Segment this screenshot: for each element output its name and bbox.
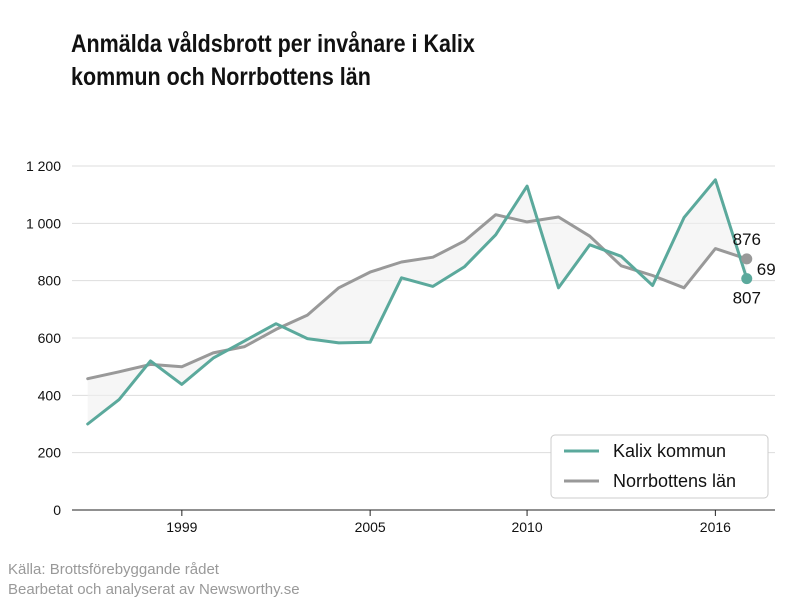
chart-title: Anmälda våldsbrott per invånare i Kalix … xyxy=(71,30,475,91)
y-tick-label: 1 200 xyxy=(26,158,61,174)
legend-label: Norrbottens län xyxy=(613,471,736,491)
end-point-kalix xyxy=(741,273,753,285)
difference-area xyxy=(87,179,747,424)
end-point-norrbotten xyxy=(741,253,753,265)
y-tick-label: 0 xyxy=(53,502,61,518)
end-label-norrbotten: 876 xyxy=(733,230,761,249)
source-line: Källa: Brottsförebyggande rådet xyxy=(8,561,219,578)
x-tick-label: 1999 xyxy=(166,519,197,535)
y-tick-label: 1 000 xyxy=(26,215,61,231)
x-tick-label: 2010 xyxy=(511,519,542,535)
legend: Kalix kommun Norrbottens län xyxy=(550,434,769,499)
credit-line: Bearbetat och analyserat av Newsworthy.s… xyxy=(8,581,300,598)
end-label-difference: 69 xyxy=(757,260,776,279)
y-grid xyxy=(72,165,775,454)
y-tick-label: 200 xyxy=(38,445,62,461)
legend-box xyxy=(550,434,769,499)
source-note: Källa: Brottsförebyggande rådet Bearbeta… xyxy=(8,560,300,600)
x-tick-label: 2005 xyxy=(355,519,386,535)
y-tick-label: 800 xyxy=(38,273,62,289)
x-axis: 1999 2005 2010 2016 xyxy=(166,510,731,535)
legend-label: Kalix kommun xyxy=(613,441,726,461)
end-label-kalix: 807 xyxy=(733,289,761,308)
y-tick-label: 600 xyxy=(38,330,62,346)
y-axis: 0 200 400 600 800 1 000 1 200 xyxy=(26,158,61,518)
series-lines xyxy=(86,178,749,426)
series-line-norrbotten xyxy=(86,213,749,381)
x-tick-label: 2016 xyxy=(700,519,731,535)
y-tick-label: 400 xyxy=(38,387,62,403)
series-line-kalix xyxy=(86,178,749,426)
end-markers: 876 807 69 xyxy=(733,230,776,308)
